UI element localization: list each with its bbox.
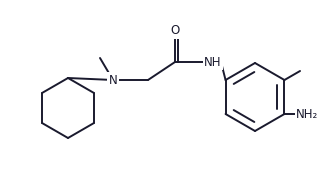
Text: O: O [170,24,180,38]
Text: NH: NH [204,56,222,68]
Text: NH₂: NH₂ [296,107,319,120]
Text: N: N [109,73,117,87]
